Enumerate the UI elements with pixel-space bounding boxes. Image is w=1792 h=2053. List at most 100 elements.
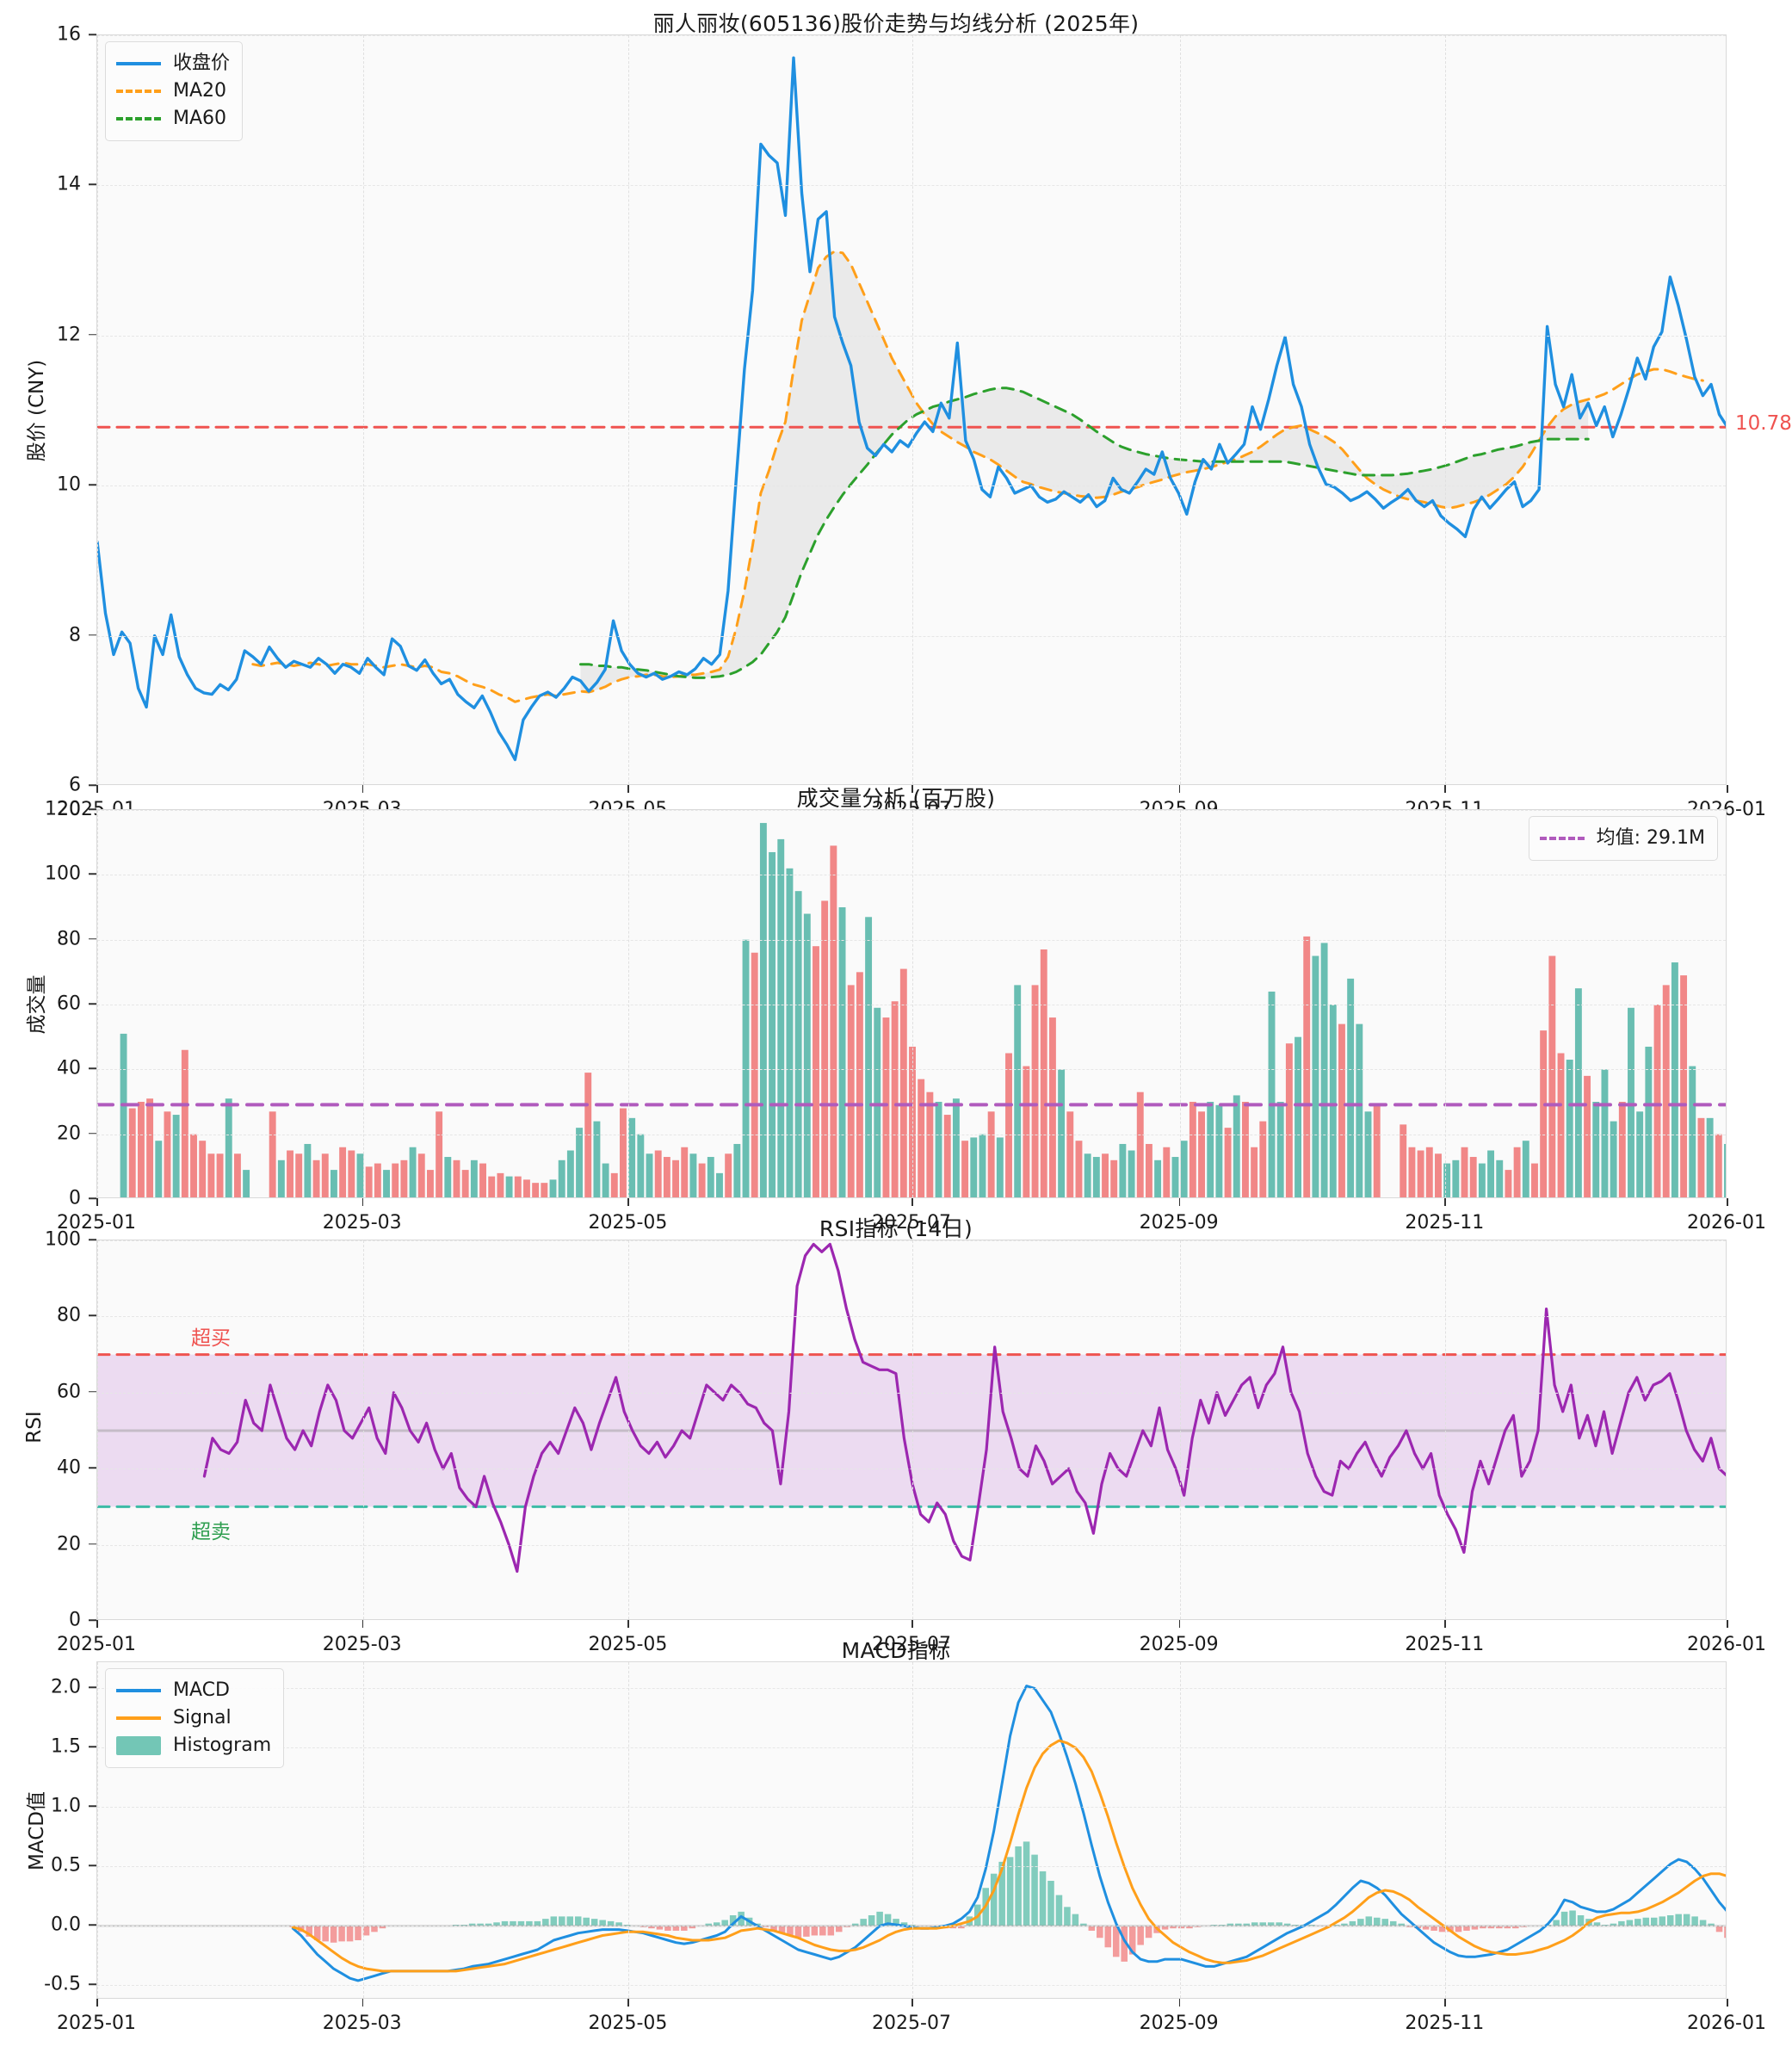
legend-swatch-histogram (116, 1736, 161, 1755)
y-tick-label: 16 (57, 23, 81, 46)
gridline (97, 1985, 1726, 1987)
legend-label: MA20 (173, 80, 227, 102)
y-tick-label: 12 (57, 324, 81, 346)
gridline (97, 1544, 1726, 1546)
x-tick-label: 2025-03 (322, 1634, 402, 1655)
y-tick-label: -0.5 (44, 1973, 81, 1995)
x-tick-label: 2025-09 (1139, 2013, 1219, 2034)
x-tick-mark (1178, 1999, 1181, 2007)
gridline (97, 35, 98, 784)
macd-y-axis-label: MACD值 (26, 1791, 48, 1871)
last-price-annotation: 10.78 (1735, 412, 1792, 436)
x-tick-label: 2026-01 (1687, 2013, 1766, 2034)
legend-swatch-macd (116, 1689, 161, 1692)
gridline (97, 810, 1726, 811)
y-tick-label: 20 (57, 1122, 81, 1145)
gridline (97, 1316, 1726, 1318)
y-tick-mark (89, 1067, 96, 1070)
macd-panel-title: MACD指标 (841, 1638, 951, 1663)
legend-label: MACD (173, 1679, 230, 1702)
legend-swatch-mean (1539, 837, 1585, 840)
gridline (912, 35, 913, 784)
legend-label: Signal (173, 1707, 232, 1729)
y-tick-label: 0 (69, 1609, 81, 1631)
x-tick-mark (96, 1999, 98, 2007)
x-tick-label: 2025-09 (1139, 1212, 1219, 1234)
gridline (1445, 35, 1447, 784)
x-tick-mark (361, 1620, 364, 1628)
y-tick-label: 8 (69, 624, 81, 646)
x-tick-label: 2025-01 (57, 1212, 136, 1234)
gridline (1445, 1662, 1447, 1998)
y-tick-mark (89, 34, 96, 35)
y-tick-mark (89, 1197, 96, 1199)
volume-legend: 均值: 29.1M (1528, 816, 1718, 861)
price-plot-area (96, 34, 1727, 785)
y-tick-mark (89, 1003, 96, 1005)
y-tick-mark (89, 1983, 96, 1986)
y-tick-mark (89, 334, 96, 336)
x-tick-mark (1444, 1198, 1446, 1206)
volume-plot-area (96, 809, 1727, 1198)
y-tick-mark (89, 1543, 96, 1545)
gridline (1445, 1240, 1447, 1619)
y-tick-mark (89, 634, 96, 636)
volume-panel-title: 成交量分析 (百万股) (796, 786, 996, 811)
x-tick-mark (96, 785, 98, 793)
gridline (97, 1662, 98, 1998)
rsi-y-axis-label: RSI (23, 1411, 46, 1444)
x-tick-mark (627, 1198, 629, 1206)
rsi-plot-area (96, 1240, 1727, 1620)
x-tick-mark (911, 1620, 913, 1628)
gridline (97, 939, 1726, 941)
legend-item: 收盘价 (116, 50, 230, 77)
gridline (628, 1662, 630, 1998)
gridline (362, 1240, 364, 1619)
price-y-axis-label: 股价 (CNY) (26, 359, 48, 462)
gridline (362, 810, 364, 1197)
legend-swatch-ma20 (116, 90, 161, 93)
price-panel-title: 丽人丽妆(605136)股价走势与均线分析 (2025年) (652, 11, 1140, 36)
x-tick-mark (1727, 1620, 1728, 1628)
x-tick-mark (1444, 1620, 1446, 1628)
x-tick-mark (1444, 785, 1446, 793)
y-tick-label: 60 (57, 992, 81, 1015)
x-tick-label: 2025-11 (1405, 1634, 1485, 1655)
y-tick-mark (89, 1239, 96, 1240)
legend-item: MACD (116, 1677, 271, 1704)
y-tick-mark (89, 873, 96, 875)
y-tick-mark (89, 484, 96, 485)
legend-item: 均值: 29.1M (1539, 825, 1705, 852)
x-tick-label: 2025-09 (1139, 1634, 1219, 1655)
legend-item: Histogram (116, 1732, 271, 1759)
x-tick-label: 2025-07 (872, 2013, 951, 2034)
gridline (97, 1688, 1726, 1690)
x-tick-mark (361, 1198, 364, 1206)
gridline (97, 810, 98, 1197)
gridline (97, 1866, 1726, 1868)
y-tick-mark (89, 808, 96, 810)
y-tick-mark (89, 1391, 96, 1393)
y-tick-mark (89, 1467, 96, 1469)
legend-item: MA20 (116, 77, 230, 105)
y-tick-mark (89, 1864, 96, 1867)
x-tick-label: 2025-01 (57, 2013, 136, 2034)
y-tick-label: 40 (57, 1057, 81, 1079)
x-tick-label: 2025-05 (588, 2013, 668, 2034)
y-tick-mark (89, 1132, 96, 1135)
gridline (1179, 810, 1181, 1197)
x-tick-mark (96, 1198, 98, 1206)
gridline (628, 1240, 630, 1619)
x-tick-label: 2026-01 (1687, 1212, 1766, 1234)
gridline (628, 810, 630, 1197)
x-tick-label: 2025-07 (872, 1634, 951, 1655)
y-tick-label: 1.0 (51, 1795, 81, 1817)
y-tick-mark (89, 183, 96, 186)
gridline (97, 335, 1726, 337)
gridline (1179, 1662, 1181, 1998)
gridline (97, 35, 1726, 36)
price-legend: 收盘价 MA20 MA60 (105, 41, 244, 141)
x-tick-mark (627, 785, 629, 793)
x-tick-mark (361, 785, 364, 793)
